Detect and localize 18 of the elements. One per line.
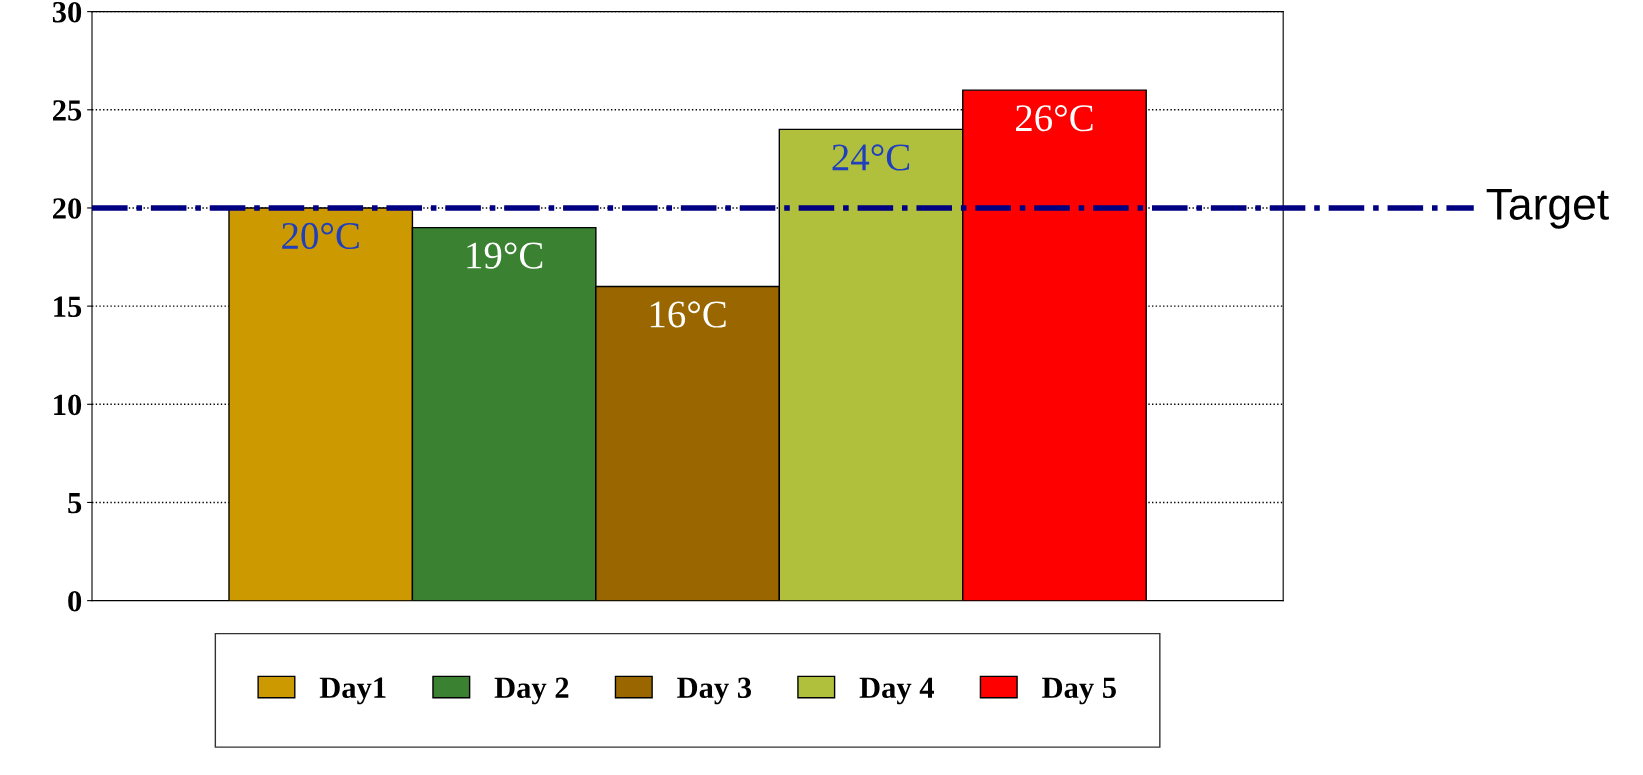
data-label: 26°C: [1016, 105, 1093, 132]
data-label: 16°C: [650, 301, 726, 328]
data-label: 24°C: [832, 144, 910, 171]
y-tick-label: 10: [54, 394, 82, 416]
ref-line-label: Target: [1486, 188, 1609, 229]
legend-label: Day1: [319, 677, 386, 705]
data-label: 20°C: [282, 222, 359, 250]
y-tick-label: 20: [53, 198, 82, 219]
y-tick-label: 30: [52, 1, 82, 23]
y-tick-label: 0: [68, 590, 82, 612]
legend-label: Day 4: [859, 677, 935, 705]
data-label: 19°C: [467, 242, 543, 269]
legend-label: Day 3: [677, 677, 752, 705]
legend-label: Day 5: [1042, 677, 1116, 705]
y-tick-label: 25: [53, 100, 82, 121]
y-tick-label: 15: [54, 296, 82, 318]
legend-label: Day 2: [494, 677, 569, 705]
y-tick-label: 5: [68, 493, 82, 514]
